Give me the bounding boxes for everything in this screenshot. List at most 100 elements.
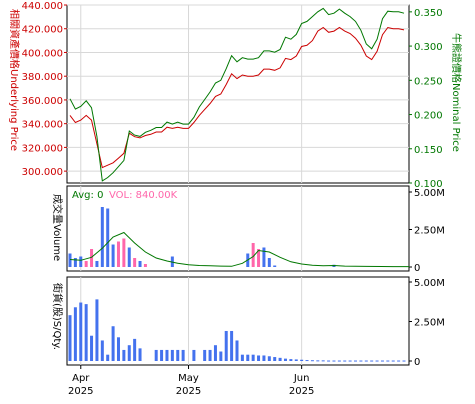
sqty-bar (251, 354, 255, 361)
left-tick-label: 400.000 (22, 48, 63, 59)
volume-bar (73, 258, 77, 267)
sqty-bar (90, 335, 94, 361)
left-tick-label: 340.000 (22, 120, 63, 131)
sqty-bar (359, 360, 363, 362)
volume-bar (84, 261, 88, 267)
sqty-bar (278, 357, 282, 361)
volume-bar (133, 258, 137, 267)
sqty-bar (375, 360, 379, 362)
sqty-bar (138, 348, 142, 361)
right-tick-label: 0.150 (414, 145, 443, 156)
sqty-bar (370, 360, 374, 362)
sqty-bar (397, 360, 401, 362)
volume-avg-legend: Avg: 0 (72, 190, 103, 201)
right-tick-label: 0.250 (414, 76, 443, 87)
sqty-bar (348, 360, 352, 362)
sqty-bar (246, 354, 250, 361)
sqty-bar (154, 349, 158, 361)
sqty-bar (332, 360, 336, 362)
right-tick-label: 0.100 (414, 179, 443, 190)
volume-bar (95, 261, 99, 267)
sqty-bar (176, 349, 180, 361)
sqty-bar (170, 349, 174, 361)
sqty-bar (364, 360, 368, 362)
x-month-label: Apr (72, 373, 90, 384)
volume-bar (138, 261, 142, 267)
sqty-bar (181, 349, 185, 361)
volume-bar (257, 249, 261, 267)
left-tick-label: 320.000 (22, 143, 63, 154)
sqty-bar (219, 351, 223, 361)
left-axis-title: 相關資產價格Underlying Price (8, 9, 21, 151)
volume-vol-legend: VOL: 840.00K (109, 190, 178, 201)
sqty-bar (213, 345, 217, 361)
volume-bar (90, 249, 94, 267)
sqty-bar (262, 355, 266, 361)
sqty-bar (273, 357, 277, 361)
sqty-bar (300, 359, 304, 361)
volume-average-line (69, 231, 410, 268)
volume-bar (111, 244, 115, 267)
x-year-label: 2025 (176, 386, 201, 397)
sqty-axis-title: 街貨(股)S/Qty. (51, 283, 64, 350)
sqty-bar (343, 360, 347, 362)
sqty-bar (165, 349, 169, 361)
volume-bar (273, 265, 277, 267)
sqty-bar (283, 358, 287, 361)
sqty-bar (305, 360, 309, 362)
nominal-line (69, 7, 405, 182)
sqty-bar (294, 359, 298, 361)
volume-bar (143, 264, 147, 267)
left-tick-label: 300.000 (22, 167, 63, 178)
sqty-bar (122, 349, 126, 361)
left-tick-label: 420.000 (22, 25, 63, 36)
sqty-bar (116, 337, 120, 361)
sqty-bar (386, 360, 390, 362)
left-tick-label: 440.000 (22, 1, 63, 12)
sqty-bar (380, 360, 384, 362)
sqty-bar (224, 330, 228, 361)
sqty-bar (310, 360, 314, 362)
sqty-bar (100, 340, 104, 361)
volume-axis-title: 成交量Volume (51, 194, 64, 261)
sqty-bar (316, 360, 320, 362)
volume-tick-label: 0 (414, 263, 420, 274)
volume-bar (251, 243, 255, 267)
sqty-tick-label: 0 (414, 357, 420, 368)
sqty-bar (79, 302, 83, 361)
volume-bar (122, 238, 126, 267)
sqty-bar (106, 354, 110, 361)
volume-bar (127, 247, 131, 267)
sqty-bar (203, 349, 207, 361)
volume-tick-label: 5.00M (414, 188, 445, 199)
sqty-bar (337, 360, 341, 362)
sqty-bar (68, 315, 72, 361)
sqty-bar (230, 330, 234, 361)
right-tick-label: 0.300 (414, 42, 443, 53)
sqty-bar (391, 360, 395, 362)
volume-bar (100, 207, 104, 267)
volume-bar (116, 241, 120, 267)
sqty-bar (73, 307, 77, 361)
sqty-bar (95, 299, 99, 361)
volume-bar (68, 253, 72, 267)
sqty-tick-label: 5.00M (414, 278, 445, 289)
sqty-bar (111, 326, 115, 361)
sqty-bar (133, 338, 137, 361)
panel-frame-1 (66, 4, 410, 184)
right-tick-label: 0.350 (414, 8, 443, 19)
left-tick-label: 380.000 (22, 72, 63, 83)
sqty-bar (354, 360, 358, 362)
right-tick-label: 0.200 (414, 111, 443, 122)
sqty-bar (402, 360, 406, 362)
x-month-label: Jun (293, 373, 310, 384)
volume-bar (106, 208, 110, 267)
sqty-bar (192, 349, 196, 361)
volume-bar (79, 256, 83, 267)
x-month-label: May (178, 373, 199, 384)
sqty-bar (289, 359, 293, 361)
sqty-bar (240, 354, 244, 361)
right-axis-title: 牛熊證價格Nominal Price (450, 33, 463, 152)
